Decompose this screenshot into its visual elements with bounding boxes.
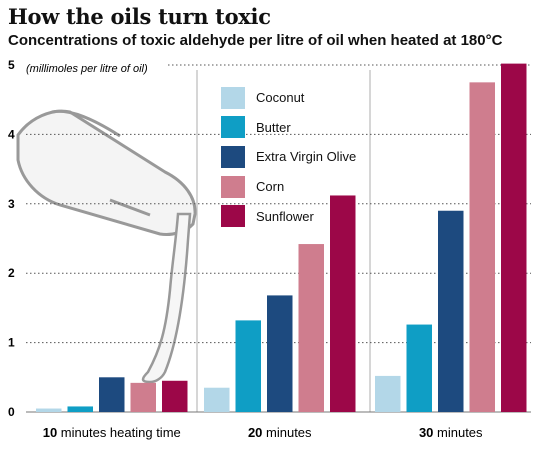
legend-swatch [221,145,245,168]
bar-butter [406,324,432,412]
bar-coconut [375,375,401,412]
bar-sunflower [501,63,527,412]
chart-title: How the oils turn toxic [8,4,271,29]
x-category-label: 10 minutes heating time [43,425,181,440]
legend-label: Butter [256,119,291,135]
legend-label: Sunflower [256,208,314,224]
y-tick-label: 0 [8,405,15,419]
bar-extra-virgin-olive [438,210,464,412]
y-tick-label: 2 [8,266,15,280]
legend-item: Extra Virgin Olive [221,142,356,172]
legend-label: Coconut [256,90,305,106]
y-tick-label: 4 [8,127,15,141]
y-tick-label: 5 [8,58,15,72]
y-tick-label: 3 [8,197,15,211]
x-category-label: 20 minutes [248,425,312,440]
bar-corn [130,382,156,412]
legend-swatch [221,86,245,109]
bar-coconut [36,408,62,412]
bar-corn [469,82,495,412]
bar-sunflower [330,195,356,412]
legend-item: Coconut [221,83,356,113]
bar-extra-virgin-olive [267,295,293,412]
legend-label: Extra Virgin Olive [256,149,357,165]
legend-swatch [221,175,245,198]
x-category-label: 30 minutes [419,425,483,440]
chart-subtitle: Concentrations of toxic aldehyde per lit… [8,32,503,49]
legend-label: Corn [256,179,285,195]
bar-butter [235,320,261,412]
bar-corn [298,244,324,412]
y-axis-unit-label: (millimoles per litre of oil) [26,63,148,75]
legend-swatch [221,205,245,228]
legend: Coconut Butter Extra Virgin Olive Corn Sunfl… [221,83,356,231]
bar-coconut [204,387,230,412]
legend-item: Butter [221,113,356,143]
oil-jug-illustration [16,109,197,384]
bar-extra-virgin-olive [99,377,125,412]
legend-item: Sunflower [221,201,356,231]
y-tick-label: 1 [8,336,15,350]
legend-item: Corn [221,172,356,202]
bar-sunflower [162,380,188,412]
bar-butter [67,406,93,412]
legend-swatch [221,116,245,139]
